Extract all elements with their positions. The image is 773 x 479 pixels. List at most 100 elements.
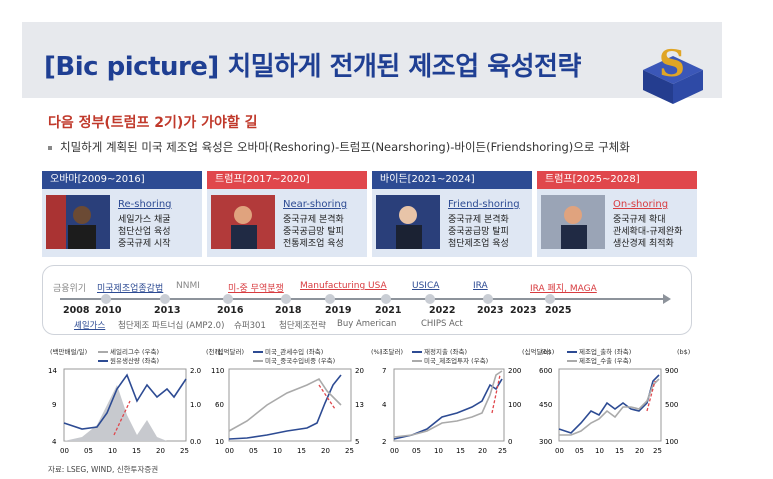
timeline-year: 2019	[325, 305, 352, 316]
chart-legend: 재정지출 (좌축)	[424, 347, 467, 356]
timeline-event: IRA	[473, 281, 488, 291]
timeline-year: 2008	[63, 305, 90, 316]
card-line: 중국공급망 탈피	[448, 227, 509, 237]
chart-legend: 미국_제조업투자 (우축)	[424, 356, 488, 365]
card-keyword: Re-shoring	[118, 199, 172, 210]
axis-tick: 600	[539, 367, 552, 375]
axis-tick: 100	[665, 438, 678, 446]
arrow-right-icon	[663, 294, 671, 304]
axis-tick: 20	[355, 367, 364, 375]
source-note: 자료: LSEG, WIND, 신한투자증권	[48, 465, 159, 474]
axis-tick: 13	[355, 401, 364, 409]
card-line: 전통제조업 육성	[283, 239, 344, 249]
axis-tick: 20	[321, 447, 330, 455]
axis-tick: 1.0	[190, 401, 201, 409]
axis-tick: 15	[615, 447, 624, 455]
page-title: [Bic picture] 치밀하게 전개된 제조업 육성전략	[44, 52, 581, 82]
card-line: 중국공급망 탈피	[283, 227, 344, 237]
timeline-policy: 셰일가스	[74, 321, 106, 331]
timeline-policy: 첨단제조전략	[279, 321, 326, 331]
timeline-year: 2010	[95, 305, 122, 316]
axis-tick: 10	[595, 447, 604, 455]
axis-tick: 4	[52, 438, 57, 446]
axis-tick: 00	[390, 447, 399, 455]
logo-icon: S	[643, 43, 703, 104]
chart-units-left: (조달러)	[380, 347, 403, 356]
axis-tick: 10	[434, 447, 443, 455]
axis-tick: 4	[382, 401, 387, 409]
chart-fiscal: (조달러) (십억달러) 재정지출 (좌축) 미국_제조업투자 (우축) 7 4…	[380, 347, 551, 455]
chart-legend: 제조업_수출 (우축)	[579, 356, 631, 365]
title-banner	[22, 22, 722, 98]
timeline-year: 2018	[275, 305, 302, 316]
chart-units-right: (십억달러)	[522, 347, 551, 356]
axis-tick: 14	[48, 367, 57, 375]
timeline-year: 2023	[510, 305, 537, 316]
card-line: 첨단제조업 육성	[448, 239, 509, 249]
timeline-dot	[483, 294, 493, 304]
timeline-event: 미국제조업종감법	[97, 284, 164, 294]
timeline-event: 미-중 무역분쟁	[228, 284, 284, 294]
card-line: 생산경제 최적화	[613, 239, 674, 249]
card-biden: 바이든[2021~2024] Friend-shoring 중국규제 본격화 중…	[372, 171, 532, 257]
card-trump1: 트럼프[2017~2020] Near-shoring 중국규제 본격화 중국공…	[207, 171, 367, 257]
chart-units-right: (%)	[371, 348, 382, 356]
axis-tick: 200	[508, 367, 521, 375]
bullet-text: 치밀하게 계획된 미국 제조업 육성은 오바마(Reshoring)-트럼프(N…	[48, 139, 630, 155]
card-line: 첨단산업 육성	[118, 227, 171, 237]
card-keyword: Near-shoring	[283, 199, 348, 210]
axis-tick: 2	[382, 438, 386, 446]
axis-tick: 5	[355, 438, 359, 446]
timeline-dot	[381, 294, 391, 304]
timeline-policy: Buy American	[337, 319, 397, 329]
chart-units-left: (b$)	[541, 348, 554, 356]
axis-tick: 7	[382, 367, 386, 375]
axis-tick: 2.0	[190, 367, 201, 375]
timeline-year: 2022	[429, 305, 456, 316]
axis-tick: 110	[211, 367, 224, 375]
axis-tick: 20	[478, 447, 487, 455]
axis-tick: 15	[132, 447, 141, 455]
card-line: 중국규제 확대	[613, 215, 666, 225]
timeline-policy: 첨단제조 파트너십 (AMP2.0)	[118, 321, 225, 331]
timeline-dot	[281, 294, 291, 304]
chart-legend: 원유생산량 (좌축)	[110, 356, 159, 365]
timeline-dot	[545, 294, 555, 304]
axis-tick: 450	[539, 401, 552, 409]
timeline-year: 2023	[477, 305, 504, 316]
axis-tick: 05	[249, 447, 258, 455]
axis-tick: 25	[653, 447, 662, 455]
card-header: 바이든[2021~2024]	[372, 171, 532, 189]
card-header: 트럼프[2017~2020]	[207, 171, 367, 189]
timeline-year: 2021	[375, 305, 402, 316]
axis-tick: 00	[225, 447, 234, 455]
axis-tick: 900	[665, 367, 678, 375]
card-line: 중국규제 본격화	[283, 215, 344, 225]
timeline-dot	[223, 294, 233, 304]
timeline-policy: 슈퍼301	[234, 321, 266, 331]
timeline-event: Manufacturing USA	[300, 281, 387, 291]
chart-legend: 미국_관세수입 (좌축)	[265, 347, 323, 356]
chart-units-left: (백만배럴/일)	[50, 347, 87, 356]
timeline-policy: CHIPS Act	[421, 319, 463, 329]
timeline-dot	[101, 294, 111, 304]
timeline-year: 2013	[154, 305, 181, 316]
timeline-event: IRA 폐지, MAGA	[530, 284, 597, 294]
axis-tick: 00	[60, 447, 69, 455]
timeline-axis	[60, 298, 665, 300]
chart-legend: 미국_중국수입비중 (우축)	[265, 356, 335, 365]
chart-legend: 제조업_출하 (좌축)	[579, 347, 631, 356]
timeline-dot	[325, 294, 335, 304]
card-line: 중국규제 시작	[118, 239, 171, 249]
axis-tick: 0	[508, 438, 512, 446]
svg-text:S: S	[659, 43, 685, 85]
chart-shale: (백만배럴/일) (천개) 셰일리그수 (우축) 원유생산량 (좌축) 14 9…	[48, 347, 222, 455]
chart-tariff: (십억달러) (%) 미국_관세수입 (좌축) 미국_중국수입비중 (우축) 1…	[211, 347, 382, 455]
card-line: 세일가스 채굴	[118, 215, 171, 225]
chart-legend: 셰일리그수 (우축)	[110, 347, 159, 356]
axis-tick: 10	[215, 438, 224, 446]
card-line: 관세확대-규제완화	[613, 227, 683, 237]
axis-tick: 9	[52, 401, 56, 409]
axis-tick: 300	[539, 438, 552, 446]
timeline-event: 금융위기	[53, 284, 87, 294]
